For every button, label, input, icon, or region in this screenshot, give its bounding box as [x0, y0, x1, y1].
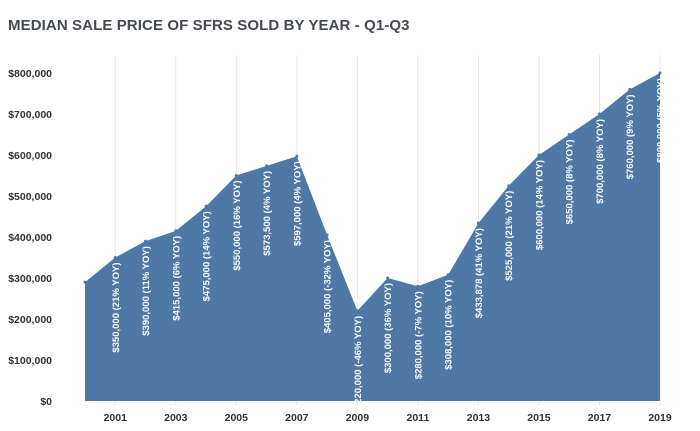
x-tick-label: 2005 [225, 412, 249, 424]
data-point-2006 [265, 164, 269, 168]
data-point-2004 [204, 204, 208, 208]
area-series [83, 71, 662, 401]
data-label-2016: $650,000 (8% YOY) [565, 140, 576, 225]
data-point-2008 [325, 233, 329, 237]
data-labels: $350,000 (21% YOY) $390,000 (11% YOY) $415… [111, 78, 667, 409]
y-axis-ticks: $0 $100,000 $200,000 $300,000 $400,000 $500,0… [8, 68, 52, 408]
data-label-2018: $760,000 (9% YOY) [625, 94, 636, 179]
data-label-2013: $433,878 (41% YOY) [474, 228, 485, 318]
data-label-2017: $700,000 (8% YOY) [595, 119, 606, 204]
data-point-2015 [537, 153, 541, 157]
x-tick-label: 2015 [527, 412, 551, 424]
data-point-2007 [295, 154, 299, 158]
data-point-2012 [446, 273, 450, 277]
data-label-2002: $390,000 (11% YOY) [141, 246, 152, 336]
data-point-2001 [113, 256, 117, 259]
data-point-2016 [567, 133, 571, 136]
data-point-2017 [597, 112, 601, 116]
data-point-2019 [658, 71, 662, 75]
data-label-2012: $308,000 (10% YOY) [444, 280, 455, 370]
data-point-2010 [386, 276, 390, 280]
data-point-2014 [507, 184, 511, 188]
data-label-2001: $350,000 (21% YOY) [111, 263, 122, 353]
data-label-2003: $415,000 (6% YOY) [171, 236, 182, 321]
y-tick-label: $700,000 [8, 109, 52, 121]
data-point-2002 [144, 239, 148, 243]
data-point-2013 [476, 221, 480, 225]
data-label-2009: $220,000 (-46% YOY) [353, 316, 364, 409]
data-label-2007: $597,000 (4% YOY) [292, 161, 303, 246]
y-tick-label: $400,000 [8, 232, 52, 244]
data-label-2006: $573,500 (4% YOY) [262, 171, 273, 256]
data-label-2004: $475,000 (14% YOY) [202, 211, 213, 301]
data-point-2009 [355, 309, 359, 313]
x-tick-label: 2019 [648, 412, 672, 424]
data-label-2015: $600,000 (14% YOY) [534, 160, 545, 250]
x-tick-label: 2001 [104, 412, 128, 424]
area-fill [85, 73, 660, 401]
x-tick-label: 2013 [467, 412, 491, 424]
x-tick-label: 2017 [588, 412, 612, 424]
y-tick-label: $800,000 [8, 68, 52, 80]
data-label-2010: $300,000 (36% YOY) [383, 283, 394, 373]
y-tick-label: $0 [40, 396, 52, 408]
data-point-2011 [416, 284, 420, 288]
data-point-2003 [174, 229, 178, 233]
y-tick-label: $500,000 [8, 191, 52, 203]
y-tick-label: $300,000 [8, 273, 52, 285]
x-tick-label: 2007 [285, 412, 309, 424]
chart-title: MEDIAN SALE PRICE OF SFRS SOLD BY YEAR -… [8, 17, 410, 34]
x-tick-label: 2011 [407, 412, 430, 424]
data-point-2005 [234, 174, 238, 177]
x-tick-label: 2003 [164, 412, 188, 424]
y-tick-label: $600,000 [8, 150, 52, 162]
data-point-2000 [83, 280, 87, 284]
x-tick-label: 2009 [346, 412, 370, 424]
x-axis-ticks: 2001 2003 2005 2007 2009 2011 2013 2015 2017 2019 [104, 412, 672, 424]
data-label-2005: $550,000 (16% YOY) [232, 181, 243, 271]
data-label-2011: $280,000 (-7% YOY) [413, 291, 424, 379]
data-label-2014: $525,000 (21% YOY) [504, 191, 515, 281]
y-tick-label: $200,000 [8, 314, 52, 326]
y-tick-label: $100,000 [8, 355, 52, 367]
data-label-2008: $405,000 (-32% YOY) [323, 240, 334, 333]
data-label-2019: $800,000 (5% YOY) [656, 78, 667, 163]
data-point-2018 [628, 87, 632, 91]
